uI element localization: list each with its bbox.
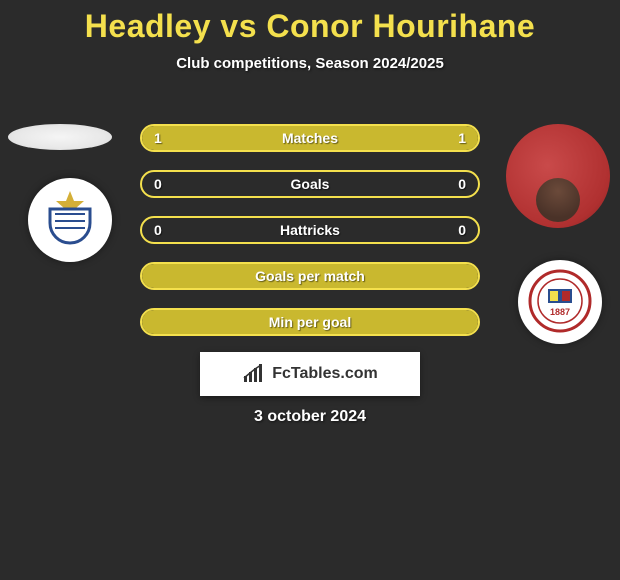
player1-club-label	[40, 189, 100, 252]
stat-label: Goals	[142, 176, 478, 192]
stat-label: Goals per match	[142, 268, 478, 284]
comparison-title: Headley vs Conor Hourihane	[0, 0, 620, 45]
player2-avatar	[506, 124, 610, 228]
stats-bars: 11Matches 00Goals 00Hattricks Goals per mat…	[140, 124, 480, 354]
stat-row: 00Hattricks	[140, 216, 480, 244]
subtitle: Club competitions, Season 2024/2025	[0, 55, 620, 72]
stat-label: Min per goal	[142, 314, 478, 330]
stat-label: Matches	[142, 130, 478, 146]
stat-row: 00Goals	[140, 170, 480, 198]
stat-label: Hattricks	[142, 222, 478, 238]
player2-name: Conor Hourihane	[266, 8, 535, 44]
brand-box: FcTables.com	[200, 352, 420, 396]
player1-avatar	[8, 124, 112, 150]
svg-text:1887: 1887	[550, 307, 570, 317]
player2-club-label: 1887	[528, 269, 592, 336]
date-text: 3 october 2024	[0, 408, 620, 426]
stat-row: Goals per match	[140, 262, 480, 290]
vs-text: vs	[220, 8, 257, 44]
player2-club-badge: 1887	[518, 260, 602, 344]
stat-row: 11Matches	[140, 124, 480, 152]
brand-text: FcTables.com	[272, 365, 378, 383]
player1-club-badge	[28, 178, 112, 262]
player1-name: Headley	[85, 8, 211, 44]
stat-row: Min per goal	[140, 308, 480, 336]
chart-icon	[242, 364, 266, 384]
